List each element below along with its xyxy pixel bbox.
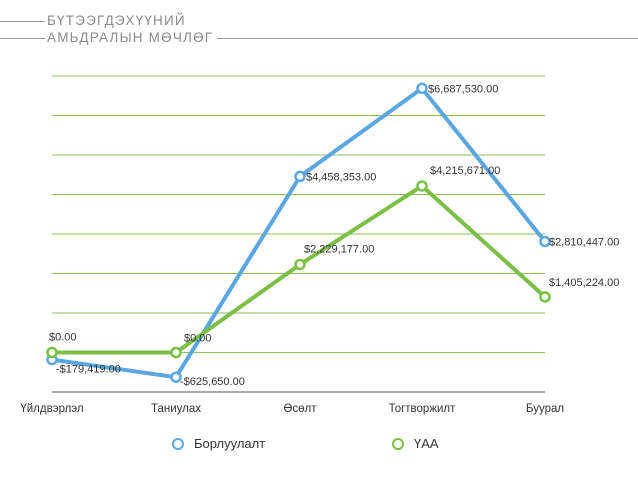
- title-rule-bottom: [0, 38, 45, 39]
- data-point: [170, 346, 182, 359]
- title-rule-top: [0, 21, 45, 22]
- data-label: $4,458,353.00: [306, 171, 376, 183]
- data-label: $6,687,530.00: [428, 83, 498, 95]
- data-label: $4,215,671.00: [430, 165, 500, 177]
- legend-item-sales: Борлуулалт: [172, 436, 265, 451]
- x-tick-label: Буурал: [526, 403, 564, 415]
- data-point: [170, 371, 182, 383]
- data-label: $1,405,224.00: [549, 277, 619, 289]
- legend-item-vaa: ҮАА: [392, 436, 439, 451]
- legend-label-vaa: ҮАА: [414, 436, 439, 451]
- data-point: [416, 180, 428, 192]
- data-label: $0.00: [184, 333, 212, 345]
- data-point: [46, 346, 58, 359]
- chart-title-block: БҮТЭЭГДЭХҮҮНИЙ АМЬДРАЛЫН МӨЧЛӨГ: [0, 12, 638, 52]
- x-tick-label: Тогтворжилт: [389, 403, 457, 415]
- data-label: $2,229,177.00: [304, 243, 374, 255]
- legend-label-sales: Борлуулалт: [194, 436, 266, 451]
- legend-marker-vaa: [392, 437, 404, 450]
- data-point: [294, 170, 306, 183]
- data-label: -$179,419.00: [56, 364, 121, 376]
- x-tick-label: Өсөлт: [283, 403, 317, 415]
- data-label: $2,810,447.00: [549, 236, 619, 248]
- chart-title-line1: БҮТЭЭГДЭХҮҮНИЙ: [47, 13, 190, 29]
- data-point: [539, 291, 551, 303]
- data-point: [416, 82, 428, 95]
- chart-title-line2: АМЬДРАЛЫН МӨЧЛӨГ: [47, 30, 218, 46]
- chart-legend: Борлуулалт ҮАА: [0, 436, 638, 456]
- title-rule-right: [198, 38, 638, 39]
- data-point: [539, 235, 551, 248]
- data-label: -$625,650.00: [180, 376, 245, 388]
- legend-marker-sales: [172, 437, 184, 450]
- x-tick-label: Таниулах: [151, 403, 201, 415]
- data-point: [294, 258, 306, 271]
- data-label: $0.00: [49, 332, 77, 344]
- x-tick-label: Үйлдвэрлэл: [20, 403, 83, 415]
